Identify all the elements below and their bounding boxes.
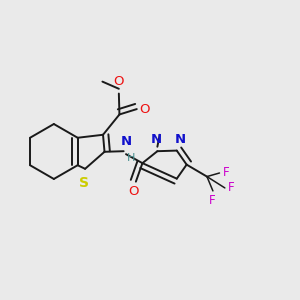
Text: F: F <box>208 194 215 207</box>
Text: F: F <box>228 182 235 194</box>
Text: N: N <box>121 135 132 148</box>
Text: O: O <box>128 185 139 198</box>
Text: H: H <box>127 153 136 163</box>
Text: O: O <box>114 75 124 88</box>
Text: F: F <box>223 167 229 179</box>
Text: N: N <box>175 133 186 146</box>
Text: O: O <box>140 103 150 116</box>
Text: N: N <box>150 134 161 146</box>
Text: S: S <box>79 176 88 190</box>
